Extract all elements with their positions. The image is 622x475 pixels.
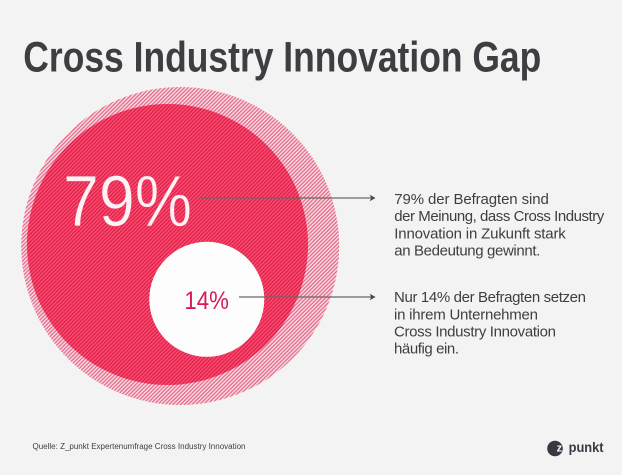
- svg-text:14%: 14%: [184, 287, 229, 315]
- svg-text:Innovation in Zukunft stark: Innovation in Zukunft stark: [394, 225, 566, 242]
- svg-text:Cross Industry Innovation: Cross Industry Innovation: [394, 324, 556, 341]
- svg-text:z: z: [557, 442, 563, 454]
- svg-text:an Bedeutung gewinnt.: an Bedeutung gewinnt.: [394, 243, 540, 260]
- svg-text:Cross Industry Innovation Gap: Cross Industry Innovation Gap: [23, 34, 541, 81]
- svg-text:Quelle: Z_punkt Expertenumfrag: Quelle: Z_punkt Expertenumfrage Cross In…: [33, 442, 246, 451]
- svg-text:in ihrem Unternehmen: in ihrem Unternehmen: [394, 306, 538, 323]
- svg-text:punkt: punkt: [569, 439, 604, 455]
- svg-text:der Meinung, dass Cross Indust: der Meinung, dass Cross Industry: [394, 208, 605, 225]
- svg-text:häufig ein.: häufig ein.: [394, 341, 459, 358]
- svg-text:79%: 79%: [63, 161, 192, 242]
- svg-text:79% der Befragten sind: 79% der Befragten sind: [394, 191, 549, 208]
- svg-text:Nur 14% der Befragten setzen: Nur 14% der Befragten setzen: [394, 289, 586, 306]
